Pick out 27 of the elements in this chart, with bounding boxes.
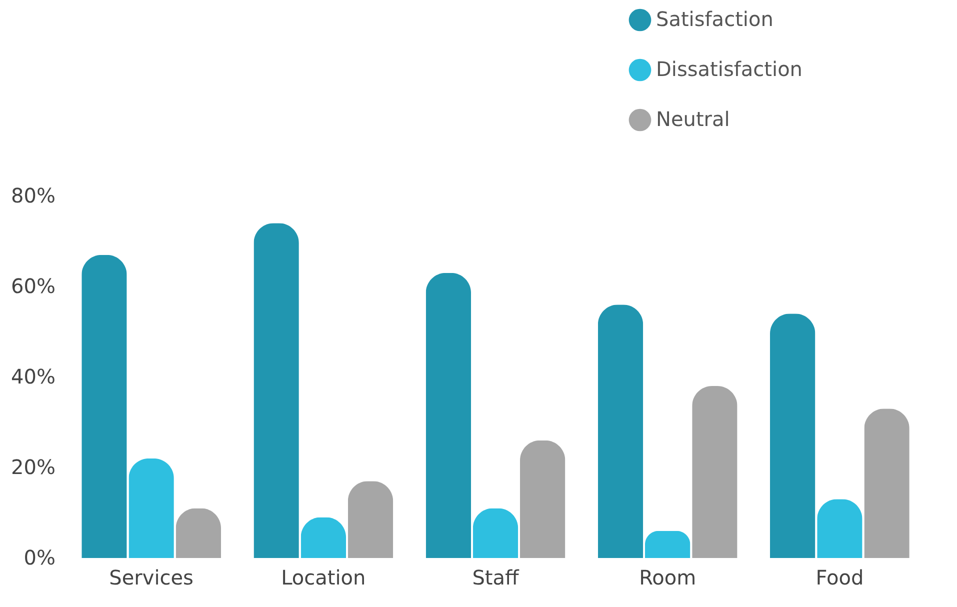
y-tick-label: 40% <box>11 364 56 388</box>
bar <box>176 508 222 558</box>
y-tick-label: 20% <box>11 455 56 479</box>
x-tick-label: Services <box>109 566 194 590</box>
y-tick-label: 80% <box>11 184 56 208</box>
legend-label: Dissatisfaction <box>656 57 802 81</box>
y-tick-label: 60% <box>11 274 56 298</box>
x-tick-label: Staff <box>472 566 520 590</box>
bar <box>128 458 174 558</box>
x-tick-label: Location <box>281 566 366 590</box>
bar <box>426 272 472 558</box>
x-tick-label: Food <box>816 566 864 590</box>
legend-label: Neutral <box>656 107 730 131</box>
legend-label: Satisfaction <box>656 7 774 31</box>
bar <box>644 530 690 558</box>
bar <box>348 481 394 558</box>
bar <box>520 440 566 558</box>
bar <box>817 499 862 558</box>
bar <box>472 508 518 558</box>
bar <box>864 408 910 558</box>
bar <box>692 386 738 558</box>
bar <box>254 223 299 558</box>
x-tick-label: Room <box>639 566 696 590</box>
bar <box>770 314 816 558</box>
bar <box>598 304 644 558</box>
y-tick-label: 0% <box>24 546 56 570</box>
bar <box>82 254 127 558</box>
